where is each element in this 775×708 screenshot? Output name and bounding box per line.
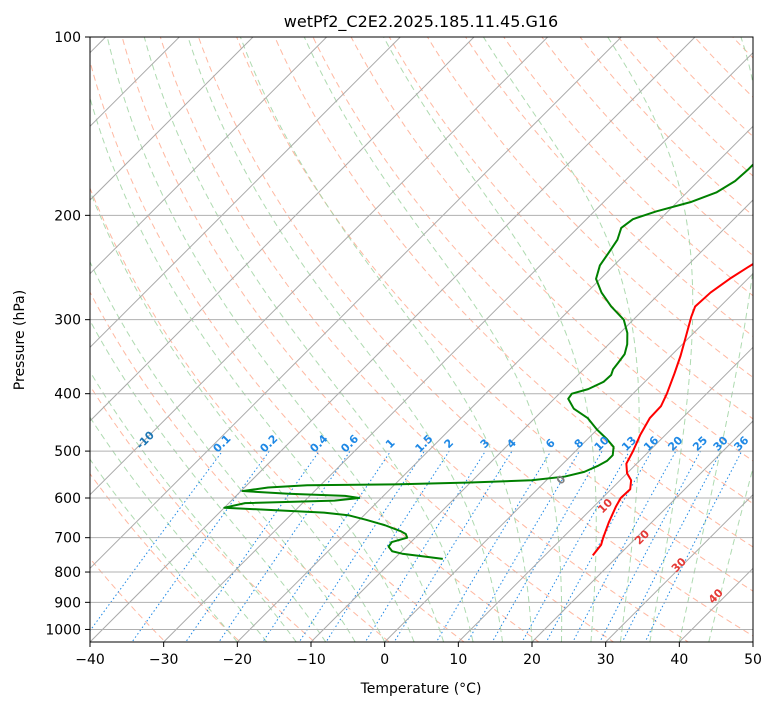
y-tick-label: 600 [54, 491, 81, 507]
moist-adiabat [143, 37, 474, 642]
mixing-ratio-line [325, 450, 450, 642]
x-axis-label: Temperature (°C) [360, 681, 482, 697]
y-axis-label: Pressure (hPa) [12, 290, 28, 390]
dry-adiabat [388, 37, 753, 420]
dry-adiabat [541, 37, 753, 257]
x-tick-label: −40 [75, 652, 105, 668]
x-tick-label: 40 [670, 652, 688, 668]
x-tick-label: 0 [380, 652, 389, 668]
dewpoint-line [223, 163, 753, 560]
mixing-ratio-line [435, 450, 552, 642]
isotherm-line [90, 37, 623, 570]
isotherm-line [310, 199, 753, 642]
dry-adiabat [197, 37, 753, 637]
moist-adiabat [383, 37, 597, 642]
dry-adiabat [90, 186, 465, 642]
y-tick-label: 100 [54, 30, 81, 46]
dry-adiabat [579, 37, 753, 217]
x-tick-label: 10 [449, 652, 467, 668]
mixing-ratio-line [491, 450, 603, 642]
moist-adiabat [90, 458, 238, 642]
moist-adiabat [607, 37, 694, 642]
background-lines [90, 37, 753, 642]
moist-adiabat [90, 370, 297, 642]
isotherm-line [162, 51, 753, 642]
isotherm-line [90, 37, 254, 201]
dry-adiabat [90, 59, 540, 642]
isotherm-line [457, 346, 753, 642]
moist-adiabat [482, 37, 640, 642]
isotherm-line [90, 37, 402, 349]
dry-adiabat [426, 37, 753, 378]
x-tick-label: 20 [523, 652, 541, 668]
moist-adiabat [90, 319, 327, 642]
moist-adiabat [708, 466, 753, 642]
moist-adiabat [90, 416, 268, 642]
dry-adiabat [617, 37, 753, 177]
y-tick-label: 800 [54, 565, 81, 581]
y-tick-label: 900 [54, 595, 81, 611]
dry-adiabat [159, 37, 690, 642]
dry-adiabat [236, 37, 753, 592]
isotherm-line [90, 37, 696, 642]
isotherm-line [383, 272, 753, 642]
dry-adiabat [312, 37, 753, 505]
plot-area [90, 37, 753, 642]
isotherm-line [236, 125, 753, 642]
isotherm-line [531, 420, 753, 642]
moist-adiabat [187, 37, 504, 642]
x-tick-label: 30 [597, 652, 615, 668]
x-axis-ticks: −40 −30 −20 −10 0 10 20 30 40 50 [75, 642, 762, 668]
isotherm-line [90, 37, 549, 496]
isotherm-line [604, 493, 753, 642]
isotherm-line [90, 37, 181, 128]
mixing-ratio-line [466, 450, 580, 642]
dry-adiabat [350, 37, 753, 462]
temperature-line [592, 262, 753, 557]
y-tick-label: 500 [54, 444, 81, 460]
y-tick-label: 1000 [45, 622, 81, 638]
moist-adiabat [239, 37, 533, 642]
moist-adiabat [90, 96, 415, 642]
dry-adiabat [90, 384, 316, 642]
moist-adiabat [106, 37, 445, 642]
mixing-ratio-line [185, 450, 320, 642]
y-tick-label: 700 [54, 531, 81, 547]
y-tick-label: 300 [54, 313, 81, 329]
moist-adiabat [303, 37, 563, 642]
x-tick-label: −30 [149, 652, 179, 668]
isotherm-line [90, 37, 475, 422]
y-tick-label: 200 [54, 208, 81, 224]
pressure-gridlines [90, 37, 753, 630]
dry-adiabat [503, 37, 753, 297]
y-tick-label: 400 [54, 387, 81, 403]
chart-title: wetPf2_C2E2.2025.185.11.45.G16 [284, 12, 558, 32]
plot-frame [89, 36, 754, 643]
mixing-ratio-line [262, 450, 392, 642]
moist-adiabat [90, 260, 356, 642]
dry-adiabat [121, 37, 615, 642]
moist-adiabat [678, 37, 753, 642]
x-tick-label: 50 [744, 652, 762, 668]
mixing-ratio-line [131, 450, 270, 642]
y-axis-ticks: 100 200 300 400 500 600 700 800 900 1000 [45, 30, 90, 638]
mixing-ratio-line [644, 450, 743, 642]
mixing-ratio-line [545, 450, 653, 642]
x-tick-label: −10 [296, 652, 326, 668]
mixing-ratio-line [298, 450, 425, 642]
x-tick-label: −20 [223, 652, 253, 668]
profile-series [223, 163, 753, 560]
isotherm-line [90, 37, 328, 275]
